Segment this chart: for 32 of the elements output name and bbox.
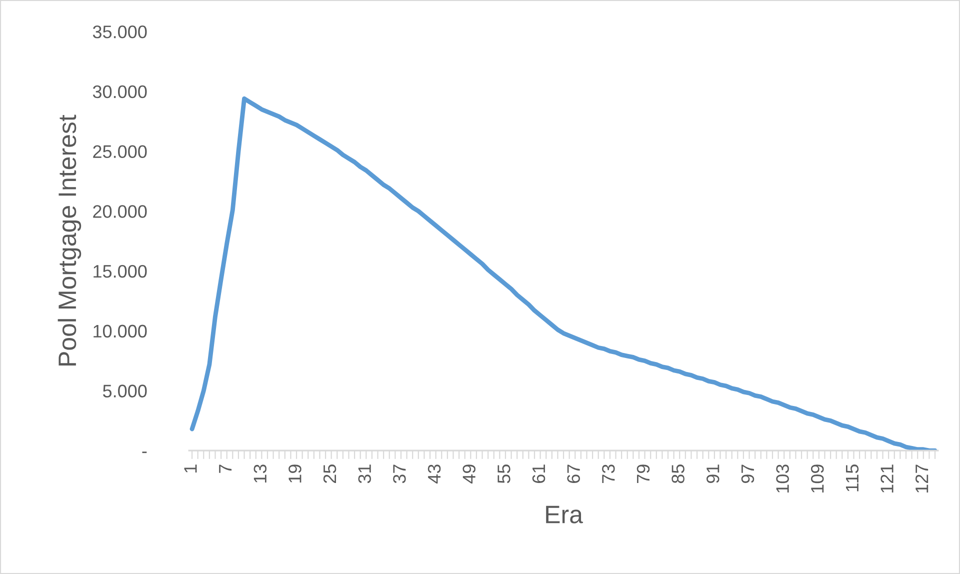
x-tick-label: 115 xyxy=(846,464,859,492)
x-tick-label: 25 xyxy=(323,464,336,483)
x-tick-label: 1 xyxy=(184,464,197,472)
x-tick-label: 85 xyxy=(672,464,684,484)
y-tick-label: - xyxy=(142,452,147,454)
x-tick-label: 43 xyxy=(428,464,441,484)
x-tick-label: 19 xyxy=(288,464,302,482)
x-tick-label: 73 xyxy=(602,464,615,483)
y-tick-label: 30.000 xyxy=(92,85,147,98)
x-tick-label: 67 xyxy=(567,464,580,483)
y-tick-label: 25.000 xyxy=(93,145,147,158)
x-tick-label: 37 xyxy=(393,464,406,484)
x-tick-label: 31 xyxy=(358,464,372,484)
x-tick-label: 91 xyxy=(706,464,720,484)
x-tick-label: 13 xyxy=(254,464,267,482)
x-tick-label: 127 xyxy=(915,464,928,493)
y-tick-label: 10.000 xyxy=(94,324,147,338)
x-tick-label: 121 xyxy=(880,464,894,493)
x-tick-label: 61 xyxy=(532,464,546,483)
x-tick-label: 49 xyxy=(462,464,476,484)
y-tick-label: 35.000 xyxy=(92,26,147,38)
y-tick-label: 5.000 xyxy=(102,384,147,398)
x-tick-label: 79 xyxy=(636,464,650,483)
y-axis-title: Pool Mortgage Interest xyxy=(58,114,82,366)
x-tick-label: 7 xyxy=(219,464,232,473)
x-tick-label: 55 xyxy=(498,464,510,484)
x-tick-label: 97 xyxy=(741,464,754,484)
x-tick-label: 109 xyxy=(810,464,824,493)
y-tick-label: 15.000 xyxy=(94,264,147,278)
y-tick-label: 20.000 xyxy=(93,205,147,218)
x-axis-title: Era xyxy=(546,506,583,524)
x-tick-label: 103 xyxy=(776,464,789,493)
